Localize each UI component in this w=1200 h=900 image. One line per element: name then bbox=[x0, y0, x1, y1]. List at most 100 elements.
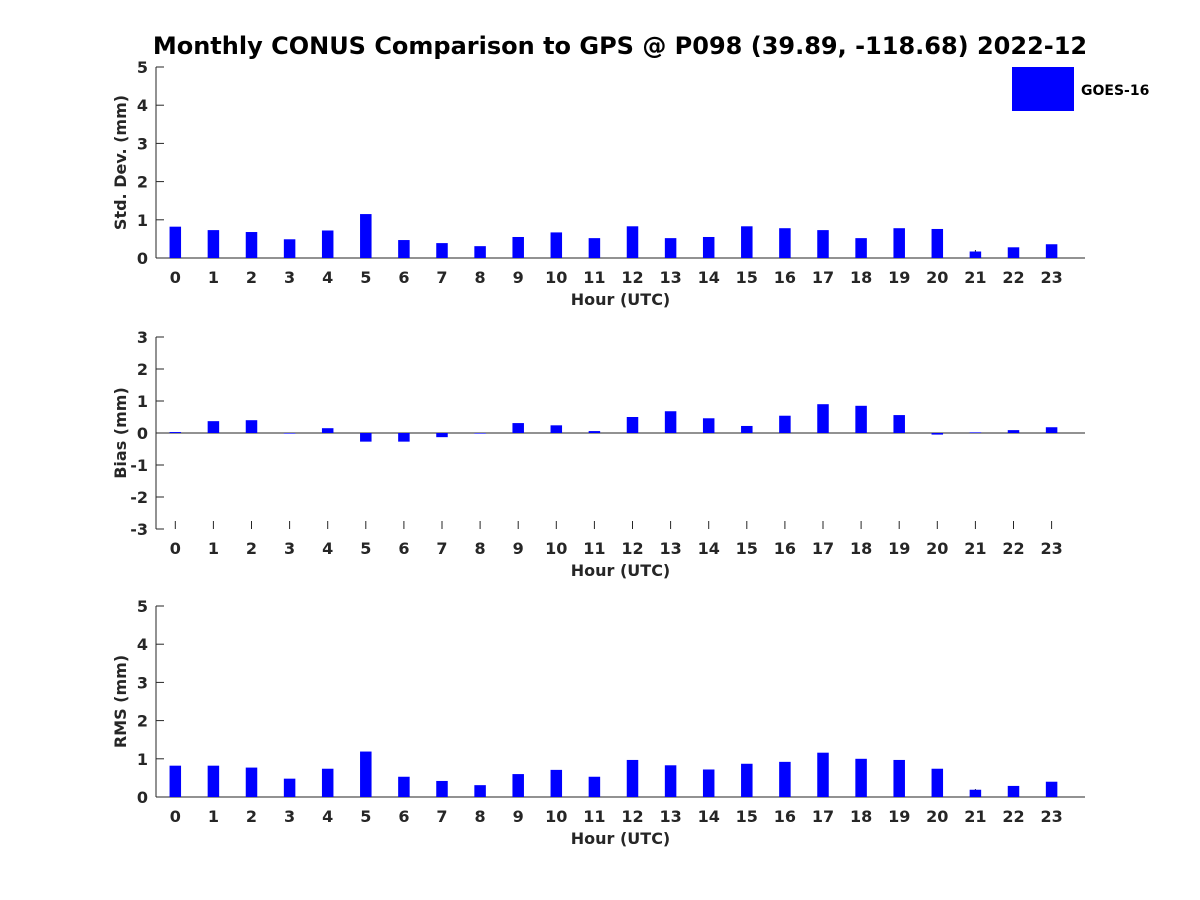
bar-hour-1 bbox=[207, 421, 220, 433]
bar-hour-16 bbox=[779, 228, 791, 258]
chart-title: Monthly CONUS Comparison to GPS @ P098 (… bbox=[153, 32, 1087, 60]
x-tick-label: 10 bbox=[545, 539, 567, 558]
x-tick-label: 1 bbox=[208, 539, 219, 558]
bar-hour-22 bbox=[1007, 430, 1020, 433]
x-tick-label: 13 bbox=[659, 268, 681, 287]
bar-hour-7 bbox=[436, 433, 448, 438]
x-tick-label: 11 bbox=[583, 539, 605, 558]
x-tick-label: 20 bbox=[926, 268, 948, 287]
x-tick-label: 9 bbox=[513, 807, 524, 826]
bar-hour-17 bbox=[817, 230, 829, 258]
x-tick-label: 22 bbox=[1002, 268, 1024, 287]
legend-label-goes-16: GOES-16 bbox=[1081, 83, 1149, 99]
bar-hour-21 bbox=[969, 432, 982, 433]
x-tick-label: 8 bbox=[475, 539, 486, 558]
bar-hour-11 bbox=[588, 238, 601, 258]
x-tick-label: 14 bbox=[698, 539, 720, 558]
bar-hour-6 bbox=[398, 240, 410, 258]
x-tick-label: 19 bbox=[888, 539, 910, 558]
bar-hour-12 bbox=[626, 417, 639, 433]
bar-hour-14 bbox=[702, 236, 715, 258]
bar-hour-6 bbox=[398, 433, 410, 442]
bar-hour-11 bbox=[588, 776, 601, 797]
bar-hour-3 bbox=[283, 433, 296, 434]
y-tick-label: 3 bbox=[137, 134, 148, 153]
x-tick-label: 17 bbox=[812, 268, 834, 287]
x-tick-label: 15 bbox=[736, 539, 758, 558]
bar-hour-20 bbox=[931, 768, 944, 797]
x-tick-label: 4 bbox=[322, 268, 333, 287]
bar-hour-19 bbox=[893, 415, 905, 433]
bar-hour-2 bbox=[245, 420, 258, 433]
bar-hour-5 bbox=[360, 433, 372, 442]
bar-hour-22 bbox=[1007, 785, 1020, 797]
x-tick-label: 21 bbox=[964, 539, 986, 558]
bar-hour-20 bbox=[931, 228, 944, 258]
x-tick-label: 15 bbox=[736, 807, 758, 826]
bar-hour-7 bbox=[436, 780, 448, 797]
x-tick-label: 14 bbox=[698, 268, 720, 287]
y-axis-label: RMS (mm) bbox=[111, 655, 130, 748]
bar-hour-1 bbox=[207, 230, 220, 258]
bar-hour-8 bbox=[474, 433, 486, 434]
bar-hour-17 bbox=[817, 404, 829, 433]
x-tick-label: 4 bbox=[322, 539, 333, 558]
bar-hour-3 bbox=[283, 778, 296, 797]
x-tick-label: 4 bbox=[322, 807, 333, 826]
x-tick-label: 3 bbox=[284, 268, 295, 287]
bar-hour-21 bbox=[969, 789, 982, 797]
x-tick-label: 16 bbox=[774, 268, 796, 287]
bar-hour-0 bbox=[169, 226, 182, 258]
bar-hour-9 bbox=[512, 774, 524, 797]
bar-hour-7 bbox=[436, 243, 448, 258]
x-tick-label: 17 bbox=[812, 807, 834, 826]
y-axis-label: Bias (mm) bbox=[111, 387, 130, 479]
bar-hour-14 bbox=[702, 769, 715, 797]
y-tick-label: 4 bbox=[137, 635, 148, 654]
x-tick-label: 2 bbox=[246, 268, 257, 287]
bar-hour-13 bbox=[664, 238, 677, 258]
x-tick-label: 2 bbox=[246, 807, 257, 826]
y-tick-label: 2 bbox=[137, 173, 148, 192]
y-tick-label: 0 bbox=[137, 249, 148, 268]
x-tick-label: 12 bbox=[621, 807, 643, 826]
bar-hour-16 bbox=[779, 761, 791, 797]
y-tick-label: 1 bbox=[137, 392, 148, 411]
bar-hour-22 bbox=[1007, 247, 1020, 258]
x-tick-label: 0 bbox=[170, 807, 181, 826]
y-tick-label: 3 bbox=[137, 328, 148, 347]
x-tick-label: 23 bbox=[1040, 268, 1062, 287]
bar-hour-14 bbox=[702, 418, 715, 433]
x-axis-label: Hour (UTC) bbox=[571, 561, 671, 580]
x-tick-label: 20 bbox=[926, 539, 948, 558]
x-tick-label: 18 bbox=[850, 807, 872, 826]
bar-hour-9 bbox=[512, 423, 524, 433]
x-tick-label: 7 bbox=[436, 539, 447, 558]
x-tick-label: 3 bbox=[284, 539, 295, 558]
y-tick-label: 4 bbox=[137, 96, 148, 115]
bar-hour-10 bbox=[550, 232, 563, 258]
bar-hour-4 bbox=[321, 768, 334, 797]
bar-hour-15 bbox=[741, 425, 753, 433]
x-tick-label: 12 bbox=[621, 268, 643, 287]
bar-hour-17 bbox=[817, 752, 829, 797]
bar-hour-11 bbox=[588, 431, 601, 433]
bar-hour-9 bbox=[512, 236, 524, 258]
bar-hour-5 bbox=[360, 751, 372, 797]
bar-hour-4 bbox=[321, 428, 334, 433]
x-tick-label: 23 bbox=[1040, 807, 1062, 826]
bar-hour-18 bbox=[855, 758, 867, 797]
x-tick-label: 6 bbox=[398, 539, 409, 558]
x-tick-label: 21 bbox=[964, 807, 986, 826]
bar-hour-1 bbox=[207, 765, 220, 797]
x-tick-label: 22 bbox=[1002, 807, 1024, 826]
bar-hour-18 bbox=[855, 405, 867, 433]
x-tick-label: 0 bbox=[170, 539, 181, 558]
bar-hour-21 bbox=[969, 251, 982, 258]
x-tick-label: 23 bbox=[1040, 539, 1062, 558]
y-tick-label: 0 bbox=[137, 424, 148, 443]
